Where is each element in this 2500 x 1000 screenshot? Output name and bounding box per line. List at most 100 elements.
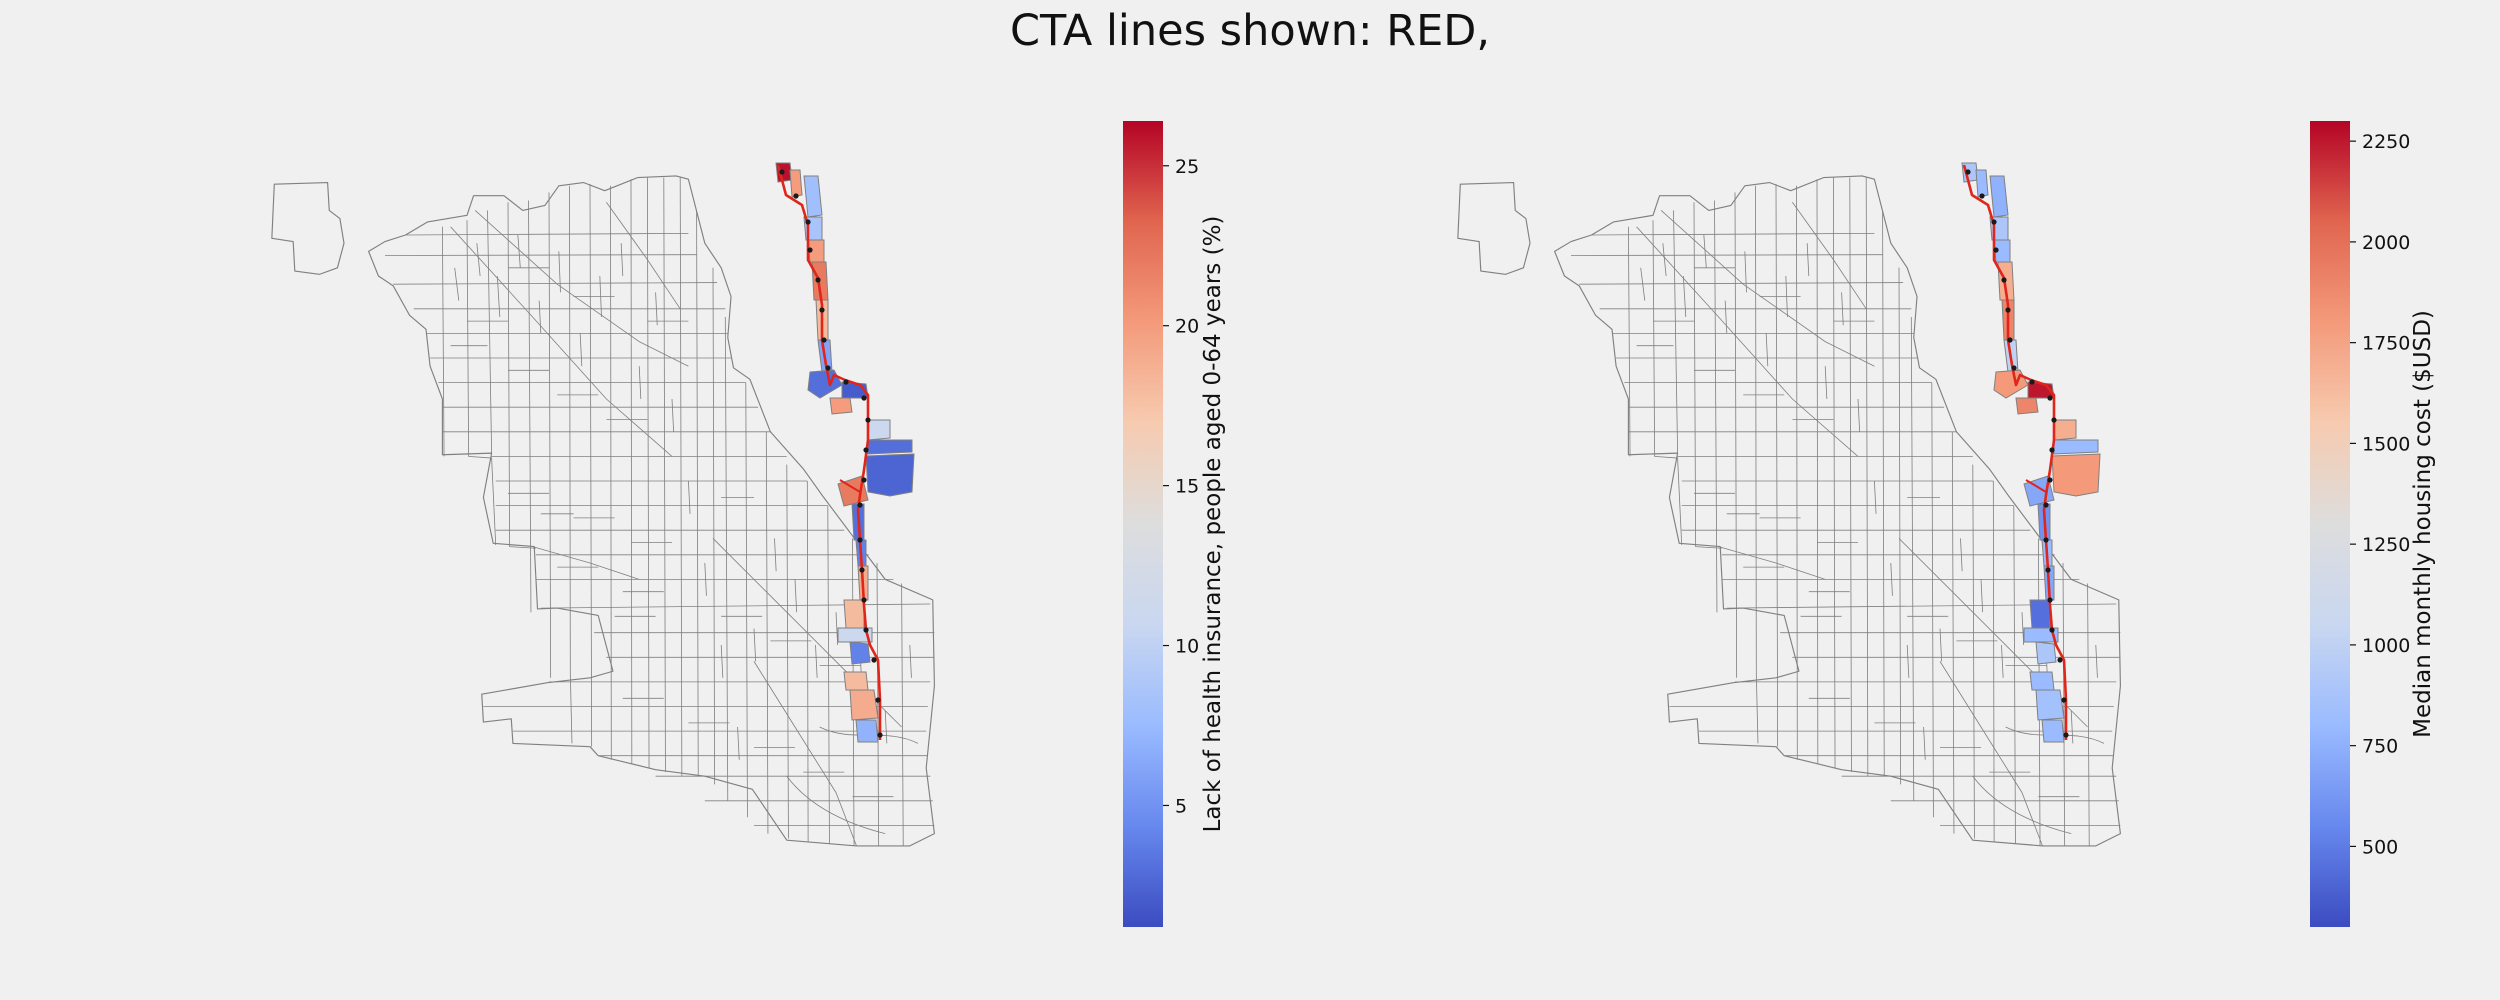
highlighted-tract	[843, 599, 865, 629]
red-line-stations	[1965, 169, 2069, 738]
highlighted-tract	[849, 689, 879, 721]
station-marker	[2011, 365, 2017, 371]
station-marker	[2047, 477, 2053, 483]
highlighted-tract	[843, 671, 869, 691]
highlighted-tract	[867, 419, 891, 441]
figure-title: CTA lines shown: RED,	[1009, 6, 1491, 56]
station-marker	[2001, 277, 2007, 283]
station-marker	[875, 697, 881, 703]
station-marker	[859, 567, 865, 573]
highlighted-tract	[1993, 369, 2029, 399]
highlighted-tract	[855, 719, 879, 743]
colorbar-tick-label: 25	[1175, 156, 1199, 178]
highlighted-tract	[2035, 689, 2065, 721]
red-line-route	[1962, 164, 2068, 740]
station-marker	[2061, 697, 2067, 703]
station-marker	[821, 337, 827, 343]
station-marker	[843, 379, 849, 385]
highlighted-tract	[2053, 419, 2077, 441]
station-marker	[815, 277, 821, 283]
station-marker	[857, 502, 863, 508]
station-marker	[1991, 219, 1997, 225]
highlighted-tract	[789, 169, 803, 198]
station-marker	[2063, 732, 2069, 738]
housing-colorbar: 500 750 1000 1250 1500 1750 2000 2250 Median mo…	[2310, 121, 2436, 927]
highlighted-tract	[2035, 641, 2057, 665]
station-marker	[2029, 379, 2035, 385]
station-marker	[825, 365, 831, 371]
station-marker	[2049, 627, 2055, 633]
red-line-route	[776, 164, 882, 740]
highlighted-tract	[829, 397, 853, 415]
station-marker	[863, 447, 869, 453]
colorbar-label: Median monthly housing cost ($USD)	[2410, 310, 2436, 738]
station-marker	[861, 477, 867, 483]
station-marker	[2007, 337, 2013, 343]
colorbar-tick-label: 2250	[2362, 131, 2410, 153]
colorbar-tick-label: 5	[1175, 795, 1187, 817]
station-marker	[2043, 502, 2049, 508]
station-marker	[1965, 169, 1971, 175]
colorbar-tick-label: 20	[1175, 316, 1199, 338]
insurance-colorbar: 5 10 15 20 25 Lack of health insurance, peop…	[1123, 121, 1226, 927]
station-marker	[805, 219, 811, 225]
colorbar-tick-label: 1500	[2362, 433, 2410, 455]
highlighted-tract	[867, 439, 913, 455]
colorbar-label: Lack of health insurance, people aged 0-…	[1200, 216, 1226, 833]
colorbar-tick-label: 2000	[2362, 232, 2410, 254]
red-line-branch	[2025, 479, 2047, 493]
highlighted-tract	[1975, 169, 1989, 198]
station-marker	[807, 247, 813, 253]
colorbar-tick-label: 1750	[2362, 333, 2410, 355]
colorbar-tick-label: 750	[2362, 736, 2398, 758]
colorbar-ticks: 500 750 1000 1250 1500 1750 2000 2250	[2350, 131, 2410, 858]
station-marker	[2051, 417, 2057, 423]
highlighted-tract	[807, 369, 843, 399]
station-marker	[779, 169, 785, 175]
colorbar-gradient	[1123, 121, 1163, 927]
highlighted-tract	[1989, 175, 2009, 218]
red-line-branch	[839, 479, 861, 493]
colorbar-ticks: 5 10 15 20 25	[1163, 156, 1199, 817]
station-marker	[2043, 537, 2049, 543]
station-marker	[1993, 247, 1999, 253]
station-marker	[857, 537, 863, 543]
station-marker	[861, 395, 867, 401]
station-marker	[819, 307, 825, 313]
station-marker	[2005, 307, 2011, 313]
station-marker	[861, 597, 867, 603]
colorbar-tick-label: 10	[1175, 636, 1199, 658]
colorbar-tick-label: 1000	[2362, 635, 2410, 657]
station-marker	[793, 193, 799, 199]
colorbar-gradient	[2310, 121, 2350, 927]
housing-map	[1457, 162, 2121, 847]
red-line-stations	[779, 169, 883, 738]
highlighted-tract	[2029, 599, 2051, 629]
station-marker	[2047, 597, 2053, 603]
station-marker	[2049, 447, 2055, 453]
highlighted-tract	[2023, 627, 2059, 643]
highlighted-tract	[2015, 397, 2039, 415]
highlighted-tract	[2051, 453, 2101, 497]
station-marker	[1979, 193, 1985, 199]
station-marker	[2047, 395, 2053, 401]
highlighted-tract	[2053, 439, 2099, 455]
colorbar-tick-label: 500	[2362, 836, 2398, 858]
colorbar-tick-label: 15	[1175, 476, 1199, 498]
station-marker	[877, 732, 883, 738]
colorbar-tick-label: 1250	[2362, 534, 2410, 556]
station-marker	[871, 657, 877, 663]
highlighted-tract	[837, 627, 873, 643]
station-marker	[2045, 567, 2051, 573]
highlighted-tract	[849, 641, 871, 665]
highlighted-tract	[2041, 719, 2065, 743]
highlighted-tract	[803, 175, 823, 218]
highlighted-tract	[2029, 671, 2055, 691]
station-marker	[865, 417, 871, 423]
insurance-map	[271, 162, 935, 847]
station-marker	[863, 627, 869, 633]
station-marker	[2057, 657, 2063, 663]
highlighted-tract	[865, 453, 915, 497]
insurance-tract-layer	[775, 162, 915, 743]
